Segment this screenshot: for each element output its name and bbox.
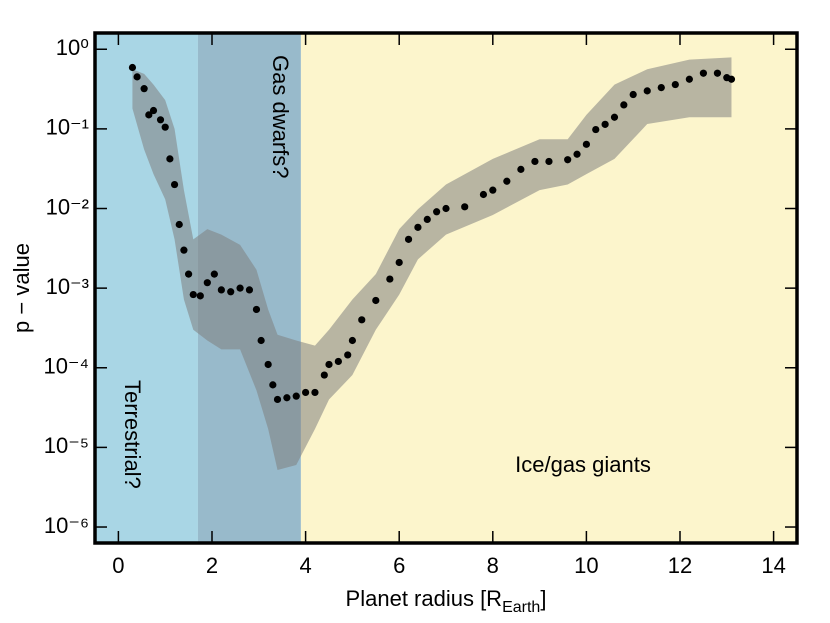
- data-point: [203, 279, 211, 287]
- data-point: [283, 394, 291, 402]
- data-point: [292, 392, 300, 400]
- axes-layer: 0 2 4 6 8 10 12 14 10⁰ 10⁻¹ 10⁻² 10⁻³ 10⁻⁴ 10⁻⁵ 10⁻⁶: [43, 31, 799, 578]
- data-point: [227, 288, 235, 296]
- data-point: [727, 75, 736, 83]
- data-point: [414, 223, 422, 231]
- data-point: [245, 286, 254, 294]
- y-tick-label: 10⁻¹: [46, 115, 89, 140]
- data-point: [180, 246, 188, 254]
- data-point: [175, 220, 183, 229]
- data-point: [479, 190, 488, 199]
- data-point: [489, 186, 497, 194]
- data-point: [629, 90, 637, 99]
- data-point: [404, 235, 413, 243]
- data-point: [156, 116, 165, 124]
- data-point: [166, 155, 174, 163]
- data-point: [210, 270, 218, 278]
- region-label: Gas dwarfs?: [268, 55, 293, 179]
- band-layer: [132, 57, 732, 471]
- region-label: Terrestrial?: [120, 380, 145, 489]
- x-label-text: Planet radius [R: [346, 586, 503, 611]
- data-point: [302, 388, 310, 397]
- x-label-sub: Earth: [502, 599, 540, 616]
- data-point: [610, 113, 619, 121]
- data-point: [273, 395, 282, 404]
- data-point: [620, 101, 628, 109]
- x-tick-label: 2: [206, 553, 218, 578]
- data-point: [685, 75, 693, 83]
- data-point: [699, 69, 708, 77]
- data-point: [671, 80, 679, 89]
- y-tick-label: 10⁰: [56, 35, 89, 60]
- data-point: [145, 111, 153, 119]
- data-point: [344, 351, 352, 359]
- data-point: [196, 292, 204, 300]
- data-point: [149, 106, 158, 115]
- data-point: [517, 165, 525, 173]
- y-tick-label: 10⁻⁶: [44, 513, 89, 538]
- data-point: [348, 336, 356, 345]
- data-point: [334, 357, 342, 366]
- x-tick-label: 0: [112, 553, 124, 578]
- x-tick-label: 14: [761, 553, 785, 578]
- data-point: [189, 290, 197, 299]
- y-tick-label: 10⁻²: [46, 194, 89, 219]
- data-point: [170, 180, 179, 189]
- x-axis-label: Planet radius [REarth]: [346, 586, 547, 616]
- region-label: Ice/gas giants: [515, 452, 651, 477]
- data-point: [545, 157, 553, 166]
- data-point: [264, 360, 272, 369]
- data-point: [161, 123, 169, 131]
- data-point: [128, 63, 137, 72]
- data-point: [269, 381, 277, 389]
- data-point: [433, 208, 441, 216]
- data-point: [386, 275, 394, 283]
- points-layer: [128, 63, 736, 404]
- y-axis-label: p − value: [9, 243, 34, 333]
- data-point: [601, 120, 609, 128]
- data-point: [252, 305, 261, 314]
- y-tick-label: 10⁻³: [46, 274, 89, 299]
- data-point: [257, 336, 265, 345]
- data-point: [592, 125, 600, 134]
- data-point: [236, 284, 244, 292]
- x-tick-label: 6: [393, 553, 405, 578]
- x-tick-label: 10: [574, 553, 598, 578]
- data-point: [531, 157, 539, 166]
- data-point: [713, 69, 722, 77]
- data-point: [657, 83, 665, 92]
- data-point: [461, 203, 469, 211]
- data-point: [573, 150, 581, 158]
- y-tick-label: 10⁻⁴: [43, 354, 89, 379]
- data-point: [320, 371, 328, 379]
- x-tick-label: 12: [668, 553, 692, 578]
- data-point: [140, 85, 148, 93]
- data-point: [358, 316, 366, 324]
- data-point: [372, 296, 380, 305]
- data-point: [423, 215, 431, 223]
- data-point: [395, 258, 403, 267]
- data-point: [311, 388, 319, 397]
- data-point: [503, 177, 511, 185]
- data-point: [643, 87, 651, 95]
- data-point: [582, 140, 591, 148]
- x-tick-label: 8: [487, 553, 499, 578]
- data-point: [442, 204, 450, 213]
- data-point: [564, 156, 572, 164]
- x-tick-label: 4: [299, 553, 311, 578]
- y-tick-label: 10⁻⁵: [44, 433, 89, 458]
- data-point: [133, 73, 141, 81]
- x-label-close: ]: [540, 586, 546, 611]
- data-point: [185, 270, 193, 278]
- data-point: [325, 360, 333, 369]
- data-point: [217, 286, 225, 294]
- confidence-band: [132, 57, 732, 471]
